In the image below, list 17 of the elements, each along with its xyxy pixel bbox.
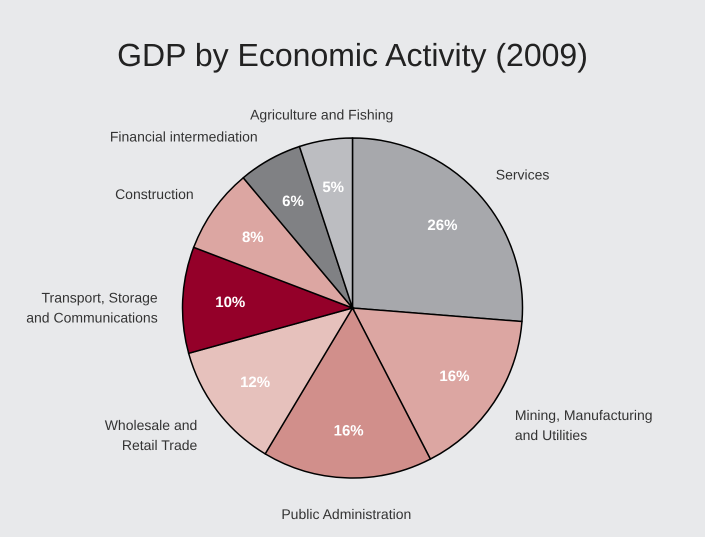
slice-label: Services [496, 166, 550, 183]
data-label: 12% [240, 374, 270, 392]
slice-label: Wholesale and Retail Trade [104, 417, 198, 454]
data-label: 10% [215, 294, 246, 312]
slice-label: Mining, Manufacturing and Utilities [514, 407, 653, 444]
data-label: 8% [242, 229, 264, 246]
slice-label: Construction [115, 186, 194, 202]
slice-label: Financial intermediation [110, 128, 258, 145]
slice-label: Agriculture and Fishing [250, 106, 394, 122]
chart-title: GDP by Economic Activity (2009) [117, 37, 588, 73]
data-label: 16% [334, 422, 364, 440]
slice-label: Transport, Storage and Communications [26, 290, 158, 326]
data-label: 5% [322, 179, 344, 196]
slice-label: Public Administration [281, 506, 412, 522]
data-label: 6% [282, 193, 304, 210]
data-label: 26% [427, 216, 458, 234]
data-label: 16% [439, 368, 470, 385]
